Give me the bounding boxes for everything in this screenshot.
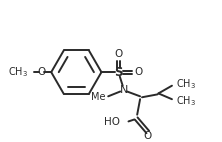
Text: O: O [134,67,142,77]
Text: CH$_3$: CH$_3$ [8,65,28,79]
Text: O: O [38,67,46,77]
Text: Me: Me [91,92,105,102]
Text: S: S [115,66,123,79]
Text: O: O [144,131,152,141]
Text: CH$_3$: CH$_3$ [176,94,196,108]
Text: N: N [119,84,128,95]
Text: HO: HO [104,117,120,127]
Text: O: O [115,49,123,59]
Text: CH$_3$: CH$_3$ [176,77,196,91]
